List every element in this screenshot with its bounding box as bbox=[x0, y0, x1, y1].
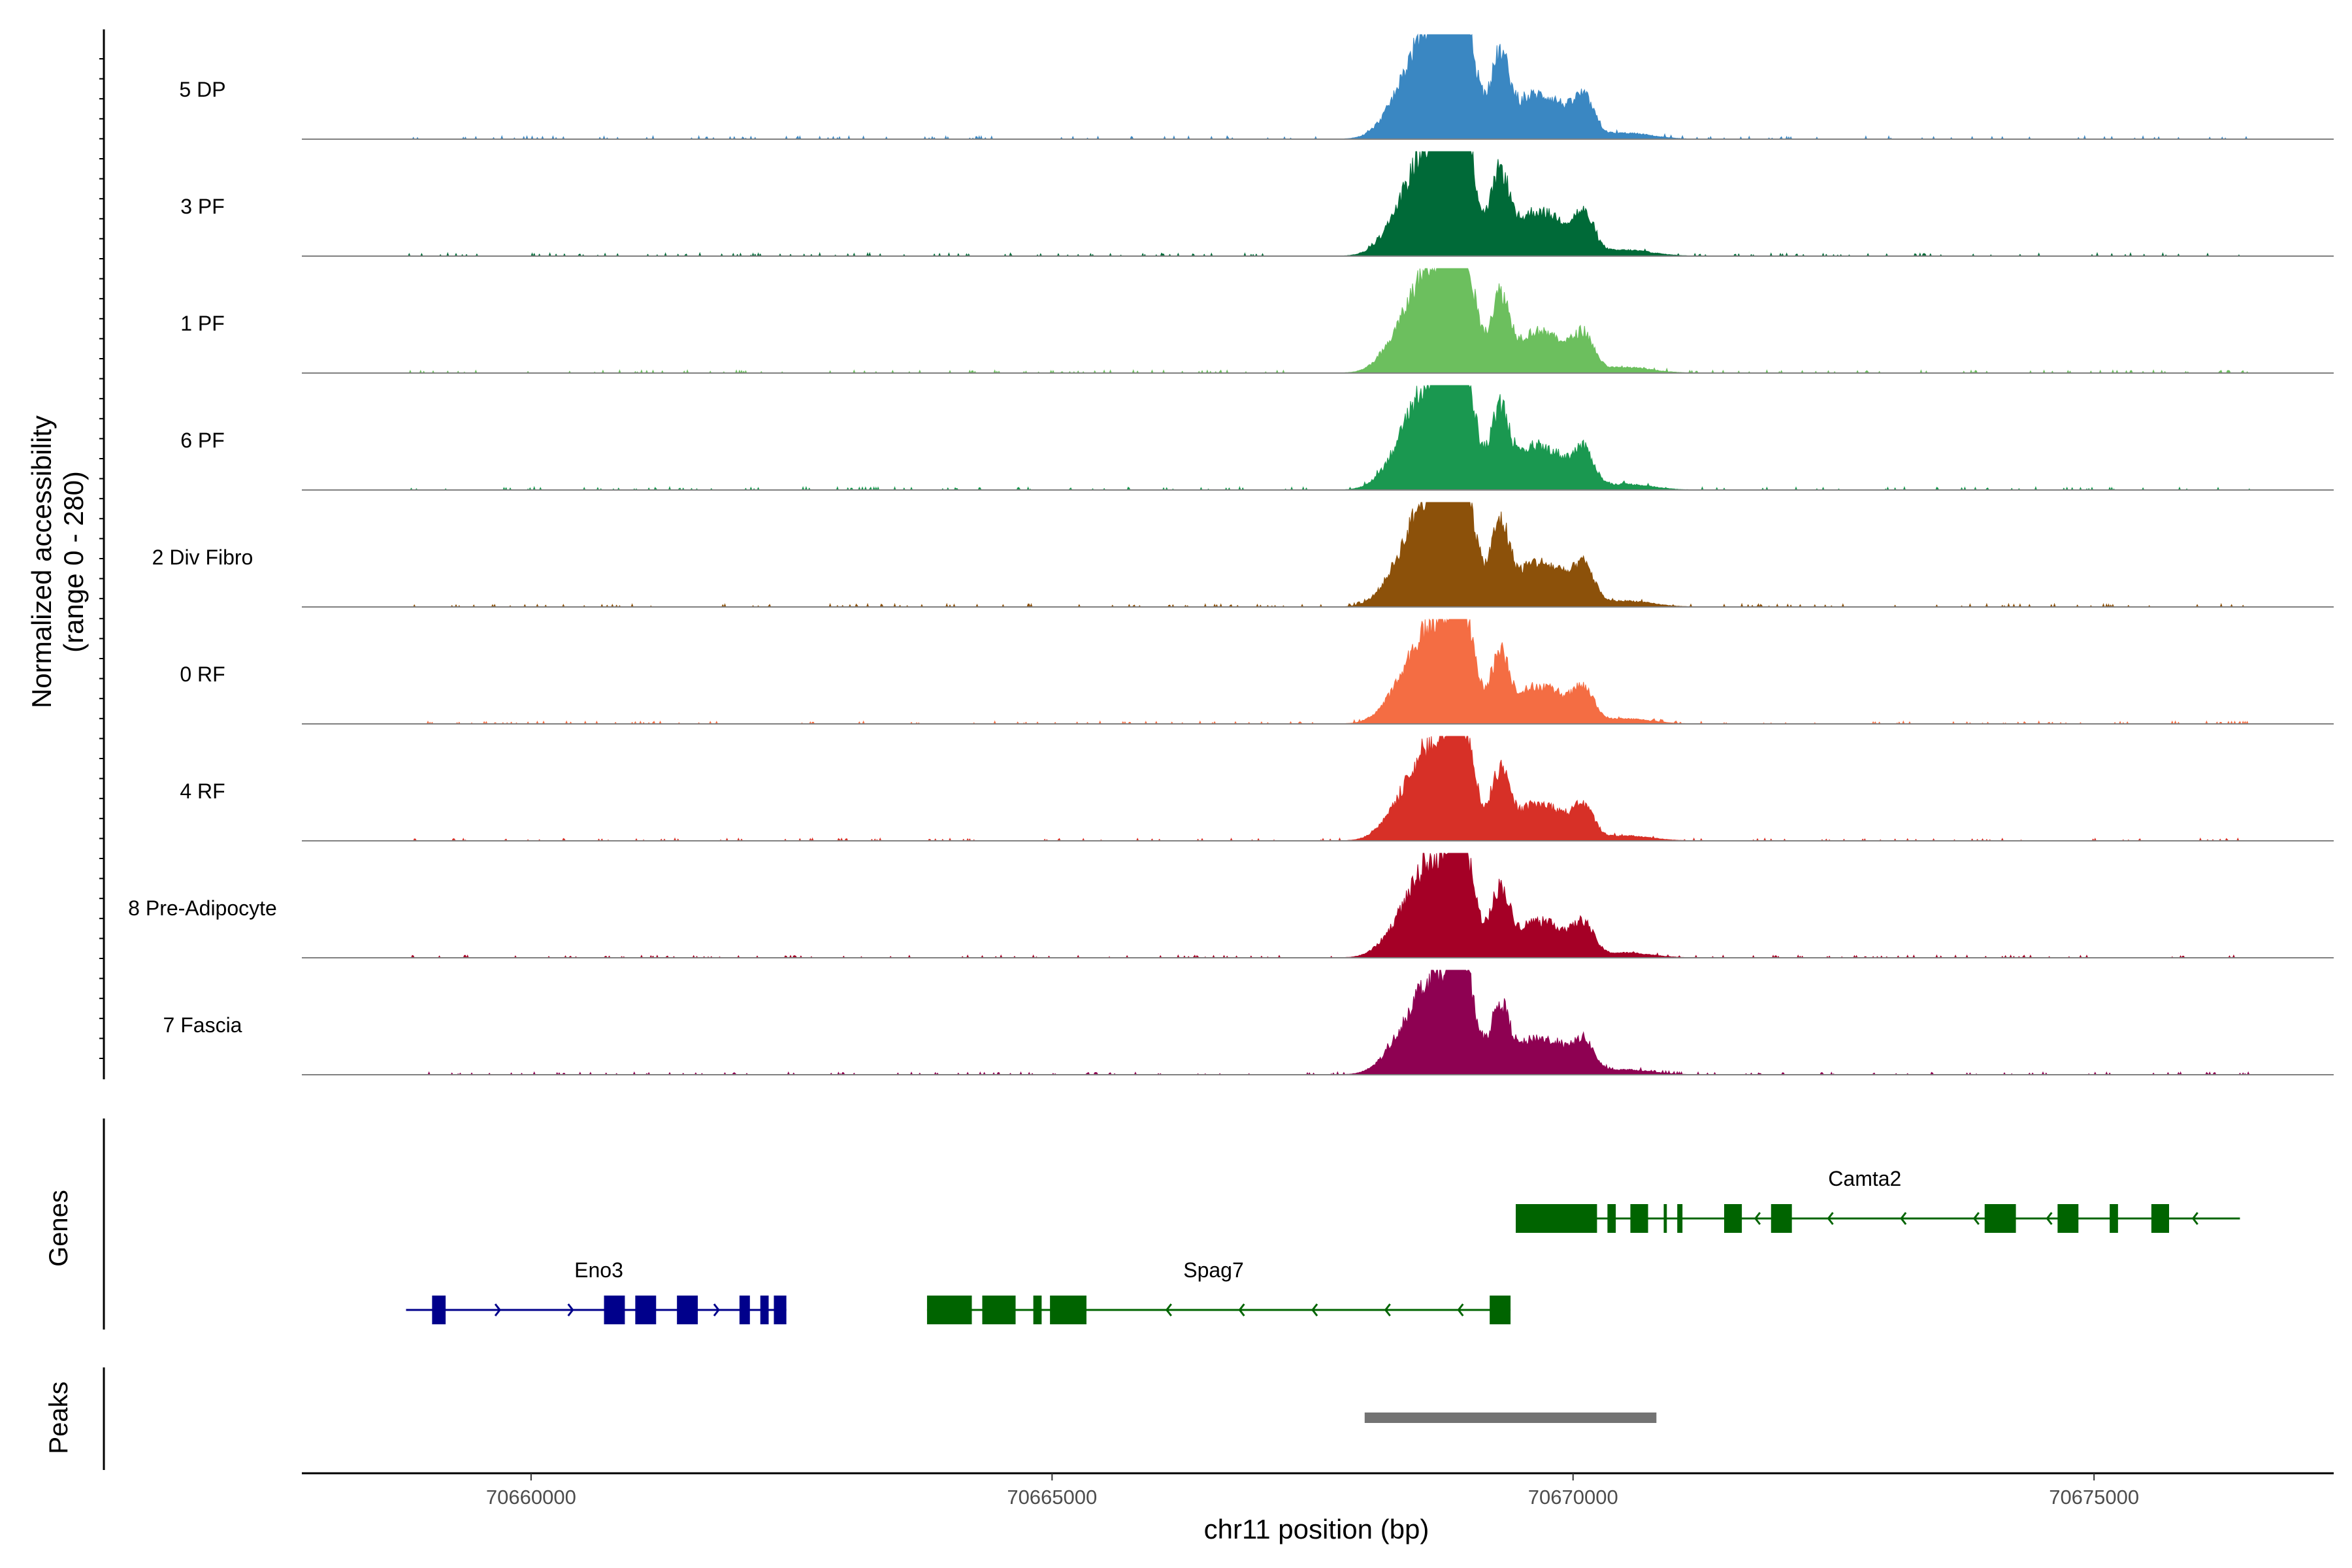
track-8-pre-adipocyte: 8 Pre-Adipocyte bbox=[128, 853, 2334, 959]
genes-panel-title: Genes bbox=[44, 1190, 73, 1267]
coverage-tracks: 5 DP 3 PF 1 PF 6 PF 2 Div Fibro 0 RF 4 RF 8 Pre… bbox=[99, 29, 2334, 1079]
exon bbox=[432, 1296, 446, 1324]
track-4-rf: 4 RF bbox=[180, 736, 2334, 842]
strand-arrow bbox=[1165, 1303, 1172, 1316]
gene-spag7: Spag7 bbox=[926, 1258, 1511, 1324]
strand-arrow bbox=[1457, 1303, 1464, 1316]
track-label: 5 DP bbox=[179, 78, 225, 101]
exon bbox=[1724, 1204, 1742, 1233]
x-tick-label: 70665000 bbox=[1007, 1486, 1097, 1509]
exon bbox=[1033, 1296, 1042, 1324]
x-axis-title: chr11 position (bp) bbox=[1204, 1514, 1429, 1544]
exon bbox=[2110, 1204, 2118, 1233]
exon bbox=[1630, 1204, 1648, 1233]
x-axis: 70660000 70665000 70670000 70675000 bbox=[302, 1472, 2334, 1509]
exon bbox=[774, 1296, 787, 1324]
exon bbox=[1516, 1204, 1597, 1233]
peak-region bbox=[1364, 1413, 1657, 1423]
track-3-pf: 3 PF bbox=[180, 151, 2334, 257]
gene-annotation-panel: Eno3 Spag7 Camta2 bbox=[103, 1119, 2240, 1330]
coverage-area bbox=[302, 736, 2334, 842]
strand-arrow bbox=[1900, 1212, 1907, 1225]
strand-arrow bbox=[1311, 1303, 1318, 1316]
track-6-pf: 6 PF bbox=[180, 385, 2334, 491]
track-2-div-fibro: 2 Div Fibro bbox=[152, 502, 2334, 608]
strand-arrow bbox=[1238, 1303, 1245, 1316]
track-0-rf: 0 RF bbox=[180, 618, 2334, 725]
y-axis-title-line2: (range 0 - 280) bbox=[58, 471, 89, 653]
peaks-panel bbox=[103, 1367, 1657, 1470]
strand-arrow bbox=[713, 1303, 720, 1316]
coverage-area bbox=[302, 618, 2334, 725]
track-label: 3 PF bbox=[180, 195, 225, 218]
exon bbox=[1490, 1296, 1511, 1324]
strand-arrow bbox=[1972, 1212, 1980, 1225]
coverage-area bbox=[302, 151, 2334, 257]
exon bbox=[2057, 1204, 2079, 1233]
exon bbox=[1663, 1204, 1667, 1233]
coverage-area bbox=[302, 33, 2334, 140]
gene-label: Camta2 bbox=[1828, 1167, 1901, 1190]
x-tick-label: 70675000 bbox=[2049, 1486, 2139, 1509]
track-1-pf: 1 PF bbox=[180, 267, 2334, 374]
strand-arrow bbox=[567, 1303, 574, 1316]
y-axis-title-line1: Normalized accessibility bbox=[26, 416, 57, 708]
exon bbox=[1677, 1204, 1683, 1233]
coverage-area bbox=[302, 267, 2334, 374]
exon bbox=[1607, 1204, 1616, 1233]
track-7-fascia: 7 Fascia bbox=[163, 970, 2334, 1076]
exon bbox=[1050, 1296, 1086, 1324]
x-tick-label: 70670000 bbox=[1528, 1486, 1618, 1509]
exon bbox=[677, 1296, 698, 1324]
exon bbox=[739, 1296, 750, 1324]
strand-arrow bbox=[1827, 1212, 1834, 1225]
track-label: 0 RF bbox=[180, 662, 225, 686]
exon bbox=[2151, 1204, 2170, 1233]
track-label: 8 Pre-Adipocyte bbox=[128, 896, 277, 920]
track-5-dp: 5 DP bbox=[179, 33, 2334, 140]
exon bbox=[982, 1296, 1016, 1324]
track-label: 1 PF bbox=[180, 312, 225, 335]
strand-arrow bbox=[494, 1303, 501, 1316]
strand-arrow bbox=[1384, 1303, 1391, 1316]
track-label: 2 Div Fibro bbox=[152, 546, 253, 569]
exon bbox=[760, 1296, 769, 1324]
strand-arrow bbox=[1754, 1212, 1761, 1225]
coverage-area bbox=[302, 385, 2334, 491]
peaks-panel-title: Peaks bbox=[44, 1381, 73, 1454]
exon bbox=[926, 1296, 972, 1324]
track-label: 4 RF bbox=[180, 779, 225, 803]
coverage-area bbox=[302, 853, 2334, 959]
gene-label: Spag7 bbox=[1183, 1258, 1244, 1282]
exon bbox=[635, 1296, 657, 1324]
track-label: 7 Fascia bbox=[163, 1013, 242, 1037]
exon bbox=[1984, 1204, 2016, 1233]
exon bbox=[604, 1296, 625, 1324]
gene-label: Eno3 bbox=[574, 1258, 623, 1282]
coverage-area bbox=[302, 502, 2334, 608]
strand-arrow bbox=[2191, 1212, 2198, 1225]
gene-camta2: Camta2 bbox=[1516, 1167, 2240, 1233]
coverage-area bbox=[302, 970, 2334, 1076]
strand-arrow bbox=[2046, 1212, 2053, 1225]
x-tick-label: 70660000 bbox=[486, 1486, 576, 1509]
track-label: 6 PF bbox=[180, 429, 225, 452]
exon bbox=[1771, 1204, 1792, 1233]
gene-eno3: Eno3 bbox=[406, 1258, 787, 1324]
